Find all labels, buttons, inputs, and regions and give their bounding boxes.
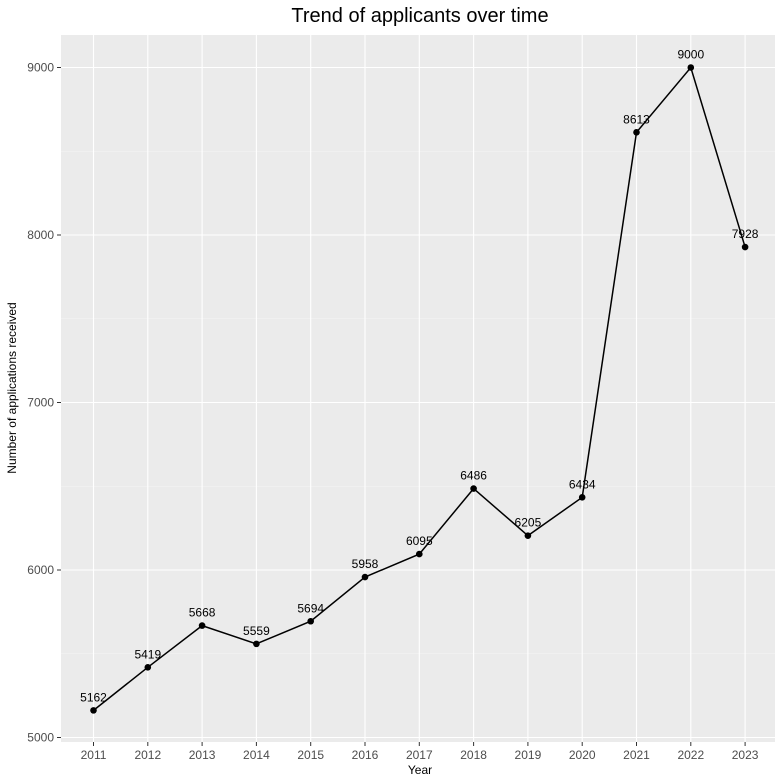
x-tick-label: 2014 [243,748,270,762]
data-label: 6434 [569,477,596,491]
data-label: 6205 [515,516,542,530]
x-tick-label: 2020 [569,748,596,762]
data-label: 5958 [352,557,379,571]
x-tick-label: 2012 [134,748,161,762]
data-point [90,707,97,714]
y-axis-tick-labels: 5000 6000 7000 8000 9000 [27,61,54,745]
y-tick-label: 7000 [27,396,54,410]
y-tick-label: 6000 [27,563,54,577]
data-label: 9000 [677,48,704,62]
data-label: 5162 [80,690,107,704]
data-point [361,573,369,581]
data-label: 5694 [297,601,324,615]
x-tick-label: 2023 [732,748,759,762]
plot-panel [61,35,775,742]
data-point [307,617,315,625]
data-label: 5419 [134,647,161,661]
data-label: 8613 [623,112,650,126]
y-tick-label: 5000 [27,731,54,745]
data-labels: 5162 5419 5668 5559 5694 5958 6095 6486 6205 6434… [80,48,759,705]
data-point [416,550,423,558]
x-tick-label: 2018 [460,748,487,762]
y-tick-label: 9000 [27,61,54,75]
data-label: 5668 [189,606,216,620]
x-tick-label: 2021 [623,748,650,762]
data-label: 7928 [732,227,759,241]
data-point [633,129,640,136]
data-point [687,64,695,71]
data-point [198,622,206,629]
chart-title: Trend of applicants over time [291,5,548,27]
x-tick-label: 2022 [677,748,704,762]
data-series [90,64,749,714]
x-tick-label: 2016 [352,748,379,762]
y-axis-title: Number of applications received [5,302,19,473]
data-point [144,664,152,671]
data-point [470,485,477,492]
data-point [253,640,260,648]
x-tick-label: 2019 [515,748,542,762]
data-label: 6486 [460,469,487,483]
data-label: 6095 [406,534,433,548]
y-tick-label: 8000 [27,228,54,242]
x-axis-title: Year [408,763,432,777]
data-point [524,532,532,539]
x-axis-tick-labels: 2011 2012 2013 2014 2015 2016 2017 2018 2019 2020… [81,748,759,762]
axis-ticks [57,67,746,746]
x-tick-label: 2013 [189,748,216,762]
x-tick-label: 2011 [81,748,107,762]
x-tick-label: 2015 [297,748,324,762]
data-label: 5559 [243,624,270,638]
x-tick-label: 2017 [406,748,433,762]
data-point [741,243,749,251]
data-point [578,494,586,501]
